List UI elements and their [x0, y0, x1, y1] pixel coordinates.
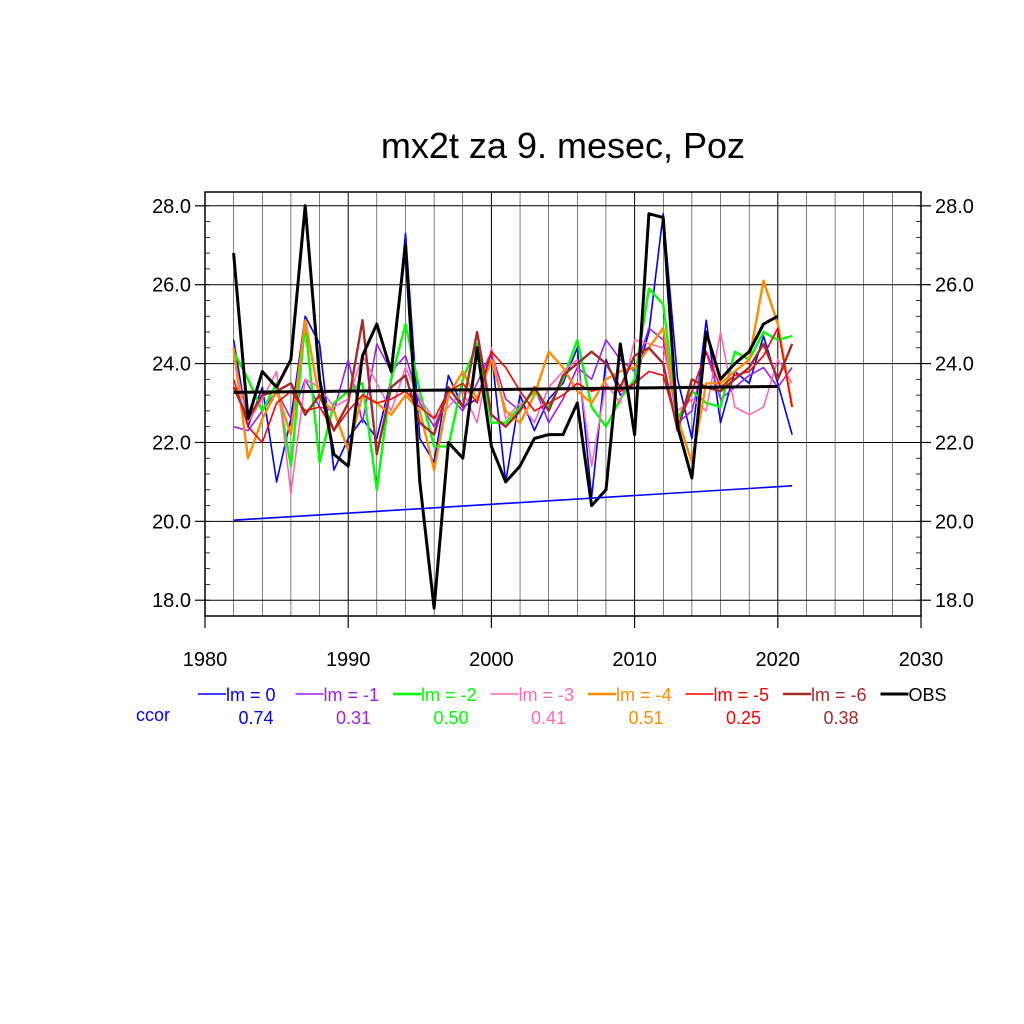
x-tick-label: 2010: [612, 649, 657, 671]
ccor-label: ccor: [136, 705, 170, 725]
y-tick-label-left: 18.0: [152, 590, 191, 612]
ccor-value: 0.41: [531, 708, 566, 728]
y-tick-label-right: 18.0: [935, 590, 974, 612]
legend: lm = 0 0.74 lm = -1 0.31 lm = -2 0.50 lm = -3 0…: [136, 685, 947, 728]
ccor-value: 0.50: [433, 708, 468, 728]
x-tick-label: 1990: [326, 649, 371, 671]
y-tick-label-left: 20.0: [152, 511, 191, 533]
y-tick-label-right: 24.0: [935, 354, 974, 376]
x-tick-label: 2030: [899, 649, 944, 671]
chart-title: mx2t za 9. mesec, Poz: [381, 125, 745, 166]
y-tick-label-left: 26.0: [152, 275, 191, 297]
legend-label: lm = -3: [519, 685, 575, 705]
series-lines: [232, 204, 794, 610]
legend-label: lm = -4: [616, 685, 672, 705]
legend-label: OBS: [909, 685, 947, 705]
y-tick-label-right: 28.0: [935, 196, 974, 218]
series-line-7: [232, 204, 779, 610]
y-tick-label-left: 24.0: [152, 354, 191, 376]
y-tick-label-left: 28.0: [152, 196, 191, 218]
plot-frame: [204, 191, 922, 617]
y-tick-label-right: 26.0: [935, 275, 974, 297]
ccor-value: 0.74: [238, 708, 273, 728]
ccor-value: 0.25: [726, 708, 761, 728]
trend-line-0: [233, 485, 793, 521]
legend-label: lm = -6: [811, 685, 867, 705]
series-line-4: [232, 279, 794, 472]
legend-label: lm = -1: [324, 685, 380, 705]
y-tick-label-right: 22.0: [935, 432, 974, 454]
axis-ticks: 18.0 18.0 20.0 20.0 22.0 22.0 24.0 24.0 26.0 26.0…: [152, 196, 974, 671]
legend-label: lm = 0: [226, 685, 276, 705]
legend-label: lm = -2: [421, 685, 477, 705]
ccor-value: 0.31: [336, 708, 371, 728]
trend-line-1: [233, 384, 778, 394]
x-tick-label: 1980: [183, 649, 228, 671]
ccor-value: 0.51: [628, 708, 663, 728]
ccor-value: 0.38: [823, 708, 858, 728]
x-tick-label: 2000: [469, 649, 514, 671]
legend-label: lm = -5: [714, 685, 770, 705]
y-tick-label-right: 20.0: [935, 511, 974, 533]
y-tick-label-left: 22.0: [152, 432, 191, 454]
x-tick-label: 2020: [756, 649, 801, 671]
